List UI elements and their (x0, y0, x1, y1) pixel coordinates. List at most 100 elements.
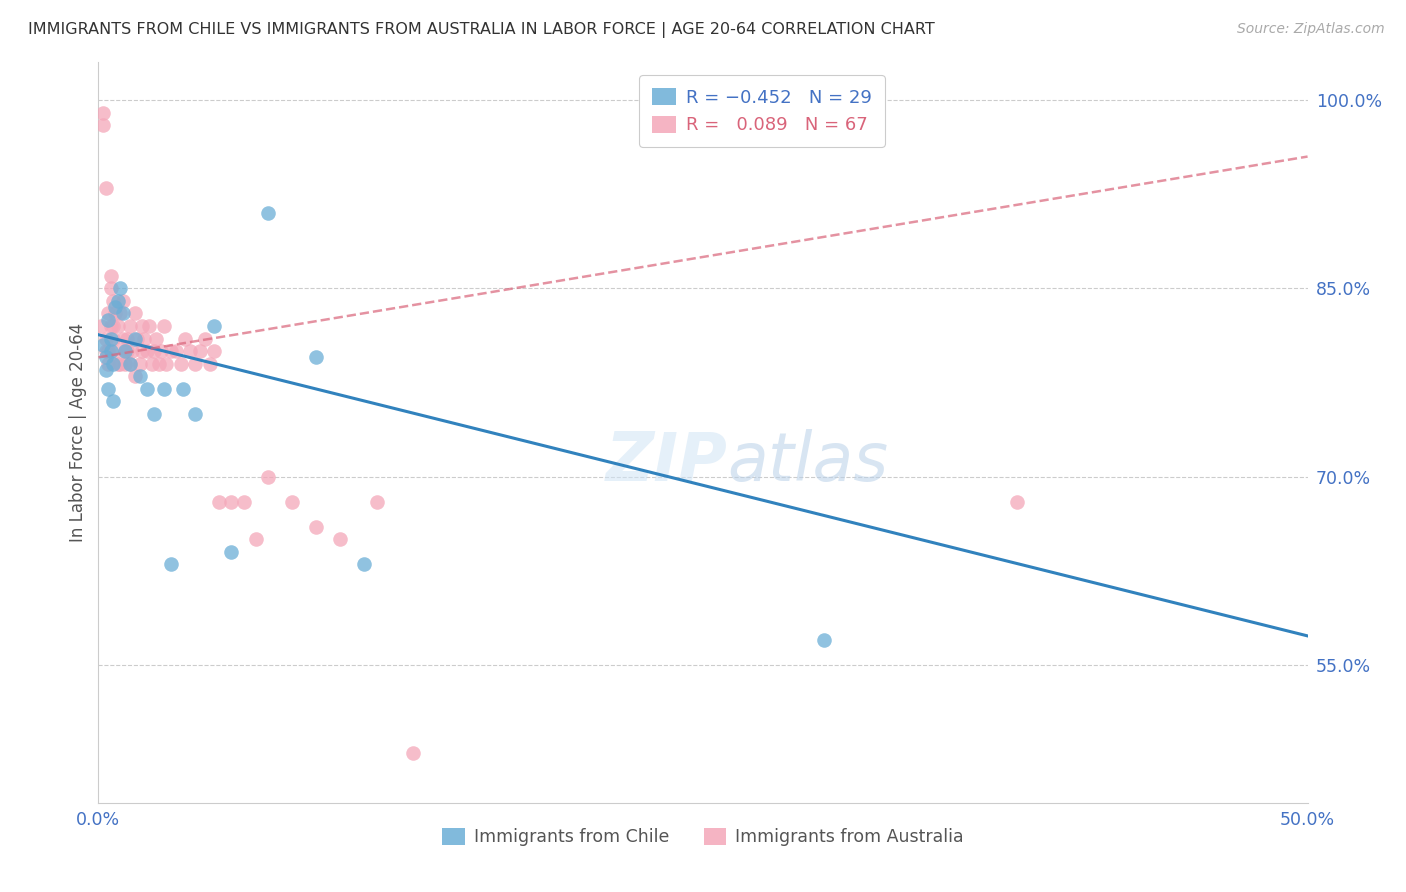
Point (100, 281, 122, 295)
Point (204, 344, 226, 359)
Point (134, 331, 156, 345)
Point (245, 533, 267, 547)
Point (100, 331, 122, 345)
Point (1007, 494, 1029, 508)
Point (121, 344, 143, 359)
Point (94, 181, 117, 195)
Point (204, 318, 226, 333)
Point (101, 357, 124, 371)
Point (91, 118, 114, 132)
Point (111, 306, 134, 320)
Point (135, 344, 157, 359)
Point (104, 300, 127, 314)
Point (111, 331, 134, 345)
Point (256, 469, 278, 483)
Text: ZIP: ZIP (606, 429, 727, 495)
Point (117, 331, 139, 345)
Point (97, 344, 120, 359)
Point (143, 344, 166, 359)
Point (111, 293, 134, 308)
Point (143, 407, 166, 421)
Point (117, 344, 139, 359)
Point (256, 206, 278, 220)
Point (108, 281, 131, 295)
Point (108, 357, 131, 371)
Point (232, 494, 254, 508)
Point (305, 520, 328, 534)
Point (145, 331, 167, 345)
Point (131, 318, 153, 333)
Point (107, 293, 129, 308)
Point (124, 306, 146, 320)
Point (94, 331, 117, 345)
Point (108, 306, 131, 320)
Point (114, 344, 136, 359)
Point (179, 344, 201, 359)
Point (94, 351, 117, 365)
Point (97, 382, 120, 396)
Point (124, 369, 146, 384)
Point (160, 558, 183, 572)
Point (104, 306, 127, 320)
Point (100, 318, 122, 333)
Point (128, 357, 150, 371)
Point (100, 268, 122, 283)
Point (104, 344, 127, 359)
Point (101, 331, 124, 345)
Text: atlas: atlas (727, 429, 889, 495)
Point (169, 357, 191, 371)
Point (165, 344, 187, 359)
Point (114, 357, 136, 371)
Point (184, 357, 207, 371)
Point (135, 382, 157, 396)
Point (172, 382, 194, 396)
Point (138, 318, 160, 333)
Point (366, 494, 388, 508)
Point (221, 545, 243, 559)
Point (188, 344, 211, 359)
Y-axis label: In Labor Force | Age 20-64: In Labor Force | Age 20-64 (69, 323, 87, 542)
Point (91, 338, 114, 352)
Point (94, 363, 117, 377)
Point (128, 369, 150, 384)
Point (101, 318, 124, 333)
Point (402, 746, 425, 760)
Point (94, 344, 117, 359)
Point (127, 331, 149, 345)
Point (91, 105, 114, 120)
Point (131, 344, 153, 359)
Point (118, 357, 141, 371)
Point (118, 318, 141, 333)
Legend: Immigrants from Chile, Immigrants from Australia: Immigrants from Chile, Immigrants from A… (436, 822, 970, 854)
Point (353, 558, 375, 572)
Point (155, 357, 177, 371)
Point (160, 344, 183, 359)
Point (221, 494, 243, 508)
Point (101, 394, 124, 409)
Point (152, 318, 174, 333)
Point (97, 357, 120, 371)
Point (813, 632, 835, 647)
Point (174, 331, 197, 345)
Point (124, 331, 146, 345)
Point (198, 357, 221, 371)
Point (148, 357, 170, 371)
Point (101, 293, 124, 308)
Point (118, 357, 141, 371)
Point (152, 382, 174, 396)
Point (107, 318, 129, 333)
Point (100, 344, 122, 359)
Text: IMMIGRANTS FROM CHILE VS IMMIGRANTS FROM AUSTRALIA IN LABOR FORCE | AGE 20-64 CO: IMMIGRANTS FROM CHILE VS IMMIGRANTS FROM… (28, 22, 935, 38)
Point (114, 344, 136, 359)
Point (329, 533, 352, 547)
Point (107, 357, 129, 371)
Point (150, 344, 173, 359)
Point (194, 331, 217, 345)
Point (97, 312, 120, 326)
Point (184, 407, 207, 421)
Point (90, 318, 112, 333)
Point (208, 494, 231, 508)
Point (305, 351, 328, 365)
Point (141, 357, 163, 371)
Point (281, 494, 304, 508)
